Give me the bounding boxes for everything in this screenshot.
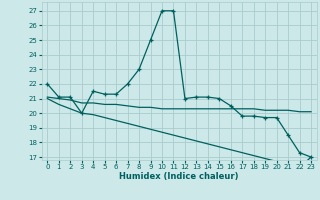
X-axis label: Humidex (Indice chaleur): Humidex (Indice chaleur): [119, 172, 239, 181]
